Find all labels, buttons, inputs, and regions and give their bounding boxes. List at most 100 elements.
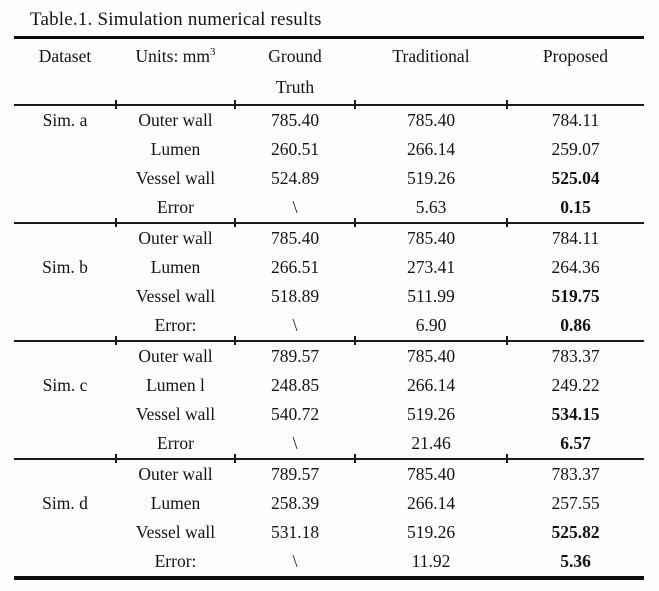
structure-label: Error (157, 197, 194, 217)
traditional-value: 519.26 (406, 522, 456, 542)
dataset-label: Sim. c (42, 375, 88, 395)
dataset-label (14, 135, 116, 164)
traditional-value: 785.40 (406, 110, 456, 130)
dataset-label (14, 429, 116, 458)
results-table: Dataset Units: mm3 Ground Truth Traditio… (14, 36, 644, 580)
proposed-value: 784.11 (551, 228, 600, 248)
ground-truth-line2: Truth (275, 77, 315, 97)
column-divider-tick (506, 454, 508, 463)
column-divider-tick (234, 100, 236, 109)
proposed-value: 0.15 (560, 197, 591, 217)
dataset-label (14, 282, 116, 311)
ground-truth-value: 524.89 (270, 168, 320, 188)
col-header-dataset: Dataset (14, 39, 116, 104)
traditional-value: 266.14 (406, 375, 456, 395)
proposed-value: 264.36 (551, 257, 600, 277)
units-label: Units: mm (135, 46, 210, 66)
structure-label: Vessel wall (135, 404, 216, 424)
traditional-value: 11.92 (411, 551, 451, 571)
proposed-value: 0.86 (560, 315, 591, 335)
units-superscript: 3 (209, 46, 216, 59)
table-row: Outer wall 789.57 785.40 783.37 (14, 460, 644, 489)
table-row: Sim. d Lumen 258.39 266.14 257.55 (14, 489, 644, 518)
structure-label: Vessel wall (135, 168, 216, 188)
traditional-value: 785.40 (406, 464, 456, 484)
ground-truth-value: 540.72 (270, 404, 320, 424)
traditional-value: 21.46 (411, 433, 451, 453)
structure-label: Outer wall (138, 464, 213, 484)
column-divider-tick (234, 336, 236, 345)
table-row: Vessel wall 531.18 519.26 525.82 (14, 518, 644, 547)
dataset-label (14, 193, 116, 222)
group-separator-rule (14, 454, 644, 463)
proposed-value: 249.22 (551, 375, 600, 395)
structure-label: Lumen (150, 493, 201, 513)
proposed-value: 534.15 (551, 404, 600, 424)
traditional-value: 519.26 (406, 404, 456, 424)
dataset-label: Sim. d (42, 493, 88, 513)
dataset-label (14, 460, 116, 489)
col-header-units: Units: mm3 (116, 39, 235, 104)
sim-group: Outer wall 789.57 785.40 783.37 Sim. c Lumen … (14, 342, 644, 458)
proposed-value: 257.55 (551, 493, 600, 513)
traditional-value: 266.14 (406, 493, 456, 513)
sim-group: Outer wall 789.57 785.40 783.37 Sim. d Lumen 2… (14, 460, 644, 576)
column-divider-tick (115, 218, 117, 227)
ground-truth-value: \ (292, 433, 298, 453)
group-separator-rule (14, 218, 644, 227)
proposed-value: 783.37 (551, 346, 600, 366)
dataset-label: Sim. a (42, 110, 88, 130)
column-divider-tick (354, 336, 356, 345)
structure-label: Error: (154, 315, 197, 335)
col-header-traditional-label: Traditional (392, 46, 470, 66)
ground-truth-line1: Ground (268, 46, 322, 66)
column-divider-tick (506, 336, 508, 345)
ground-truth-value: 789.57 (270, 346, 320, 366)
header-separator-rule (14, 100, 644, 109)
table-row: Error \ 21.46 6.57 (14, 429, 644, 458)
dataset-label (14, 547, 116, 576)
traditional-value: 266.14 (406, 139, 456, 159)
ground-truth-value: 518.89 (270, 286, 320, 306)
ground-truth-value: \ (292, 551, 298, 571)
dataset-label (14, 224, 116, 253)
col-header-traditional: Traditional (355, 39, 507, 104)
table-row: Sim. b Lumen 266.51 273.41 264.36 (14, 253, 644, 282)
structure-label: Lumen (150, 257, 201, 277)
table-row: Error: \ 6.90 0.86 (14, 311, 644, 340)
ground-truth-value: 248.85 (270, 375, 320, 395)
col-header-ground-truth: Ground Truth (235, 39, 355, 104)
ground-truth-value: \ (292, 315, 298, 335)
table-top-rule (14, 36, 644, 39)
proposed-value: 6.57 (560, 433, 591, 453)
proposed-value: 259.07 (551, 139, 600, 159)
ground-truth-value: 785.40 (270, 228, 320, 248)
structure-label: Vessel wall (135, 522, 216, 542)
structure-label: Lumen l (146, 375, 205, 395)
column-divider-tick (506, 218, 508, 227)
ground-truth-value: 266.51 (270, 257, 320, 277)
structure-label: Vessel wall (135, 286, 216, 306)
structure-label: Lumen (150, 139, 201, 159)
ground-truth-value: 260.51 (270, 139, 320, 159)
table-row: Outer wall 785.40 785.40 784.11 (14, 224, 644, 253)
traditional-value: 273.41 (406, 257, 456, 277)
table-row: Vessel wall 540.72 519.26 534.15 (14, 400, 644, 429)
proposed-value: 525.82 (551, 522, 600, 542)
table-row: Sim. a Outer wall 785.40 785.40 784.11 (14, 106, 644, 135)
table-body: Sim. a Outer wall 785.40 785.40 784.11 Lumen 2… (14, 106, 644, 576)
table-row: Error \ 5.63 0.15 (14, 193, 644, 222)
column-divider-tick (115, 454, 117, 463)
ground-truth-value: 785.40 (270, 110, 320, 130)
structure-label: Outer wall (138, 110, 213, 130)
dataset-label (14, 342, 116, 371)
table-row: Error: \ 11.92 5.36 (14, 547, 644, 576)
table-row: Sim. c Lumen l 248.85 266.14 249.22 (14, 371, 644, 400)
col-header-dataset-label: Dataset (38, 46, 92, 66)
dataset-label (14, 518, 116, 547)
dataset-label: Sim. b (42, 257, 88, 277)
column-divider-tick (234, 218, 236, 227)
structure-label: Error: (154, 551, 197, 571)
dataset-label (14, 311, 116, 340)
table-row: Vessel wall 518.89 511.99 519.75 (14, 282, 644, 311)
